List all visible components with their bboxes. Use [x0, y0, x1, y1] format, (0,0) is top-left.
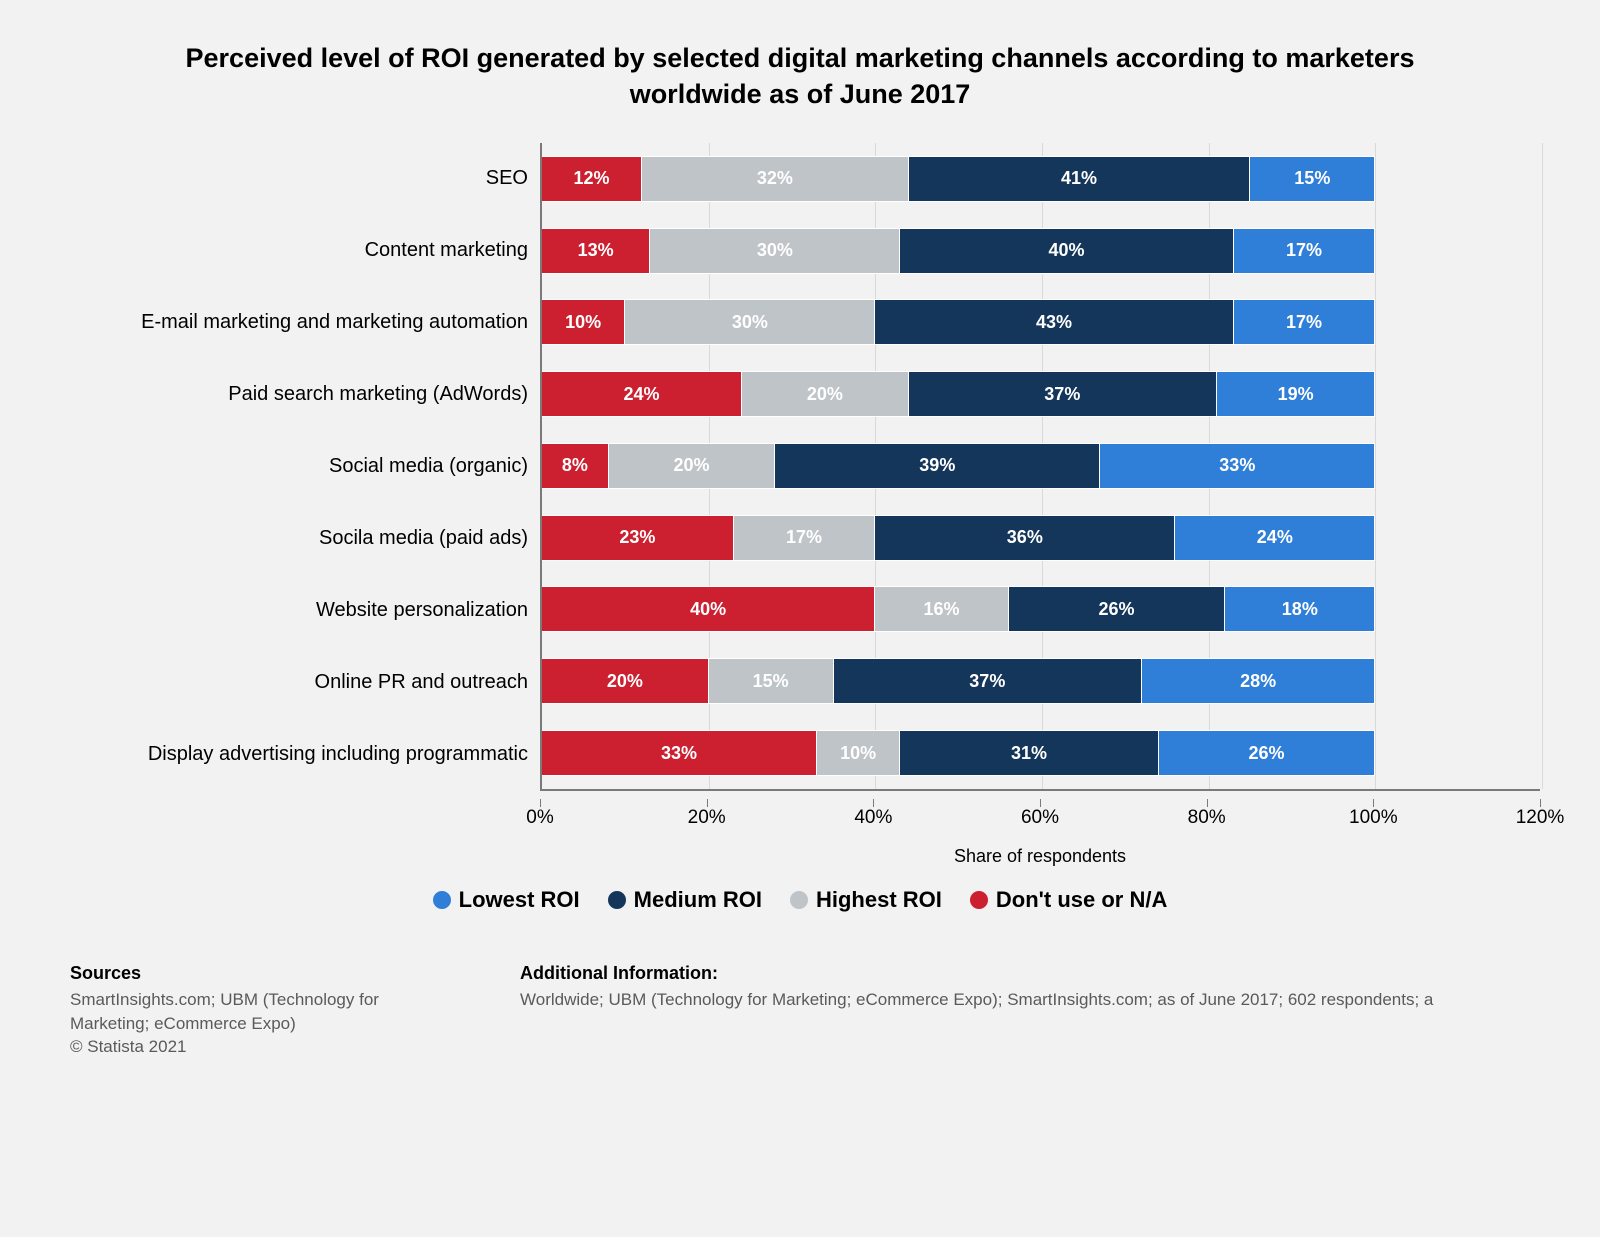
category-label: Social media (organic): [60, 431, 540, 503]
bar-segment-lowest: 33%: [1100, 443, 1375, 489]
legend-item-dont_use[interactable]: Don't use or N/A: [970, 887, 1167, 913]
bar-segment-lowest: 24%: [1175, 515, 1375, 561]
sources-block: Sources SmartInsights.com; UBM (Technolo…: [70, 963, 460, 1059]
category-label: SEO: [60, 143, 540, 215]
x-tick-mark: [1207, 799, 1208, 807]
x-tick-mark: [1540, 799, 1541, 807]
legend-item-medium[interactable]: Medium ROI: [608, 887, 762, 913]
sources-body: SmartInsights.com; UBM (Technology for M…: [70, 988, 460, 1036]
category-label: Website personalization: [60, 575, 540, 647]
legend-swatch: [790, 891, 808, 909]
bar-segment-dont_use: 8%: [542, 443, 609, 489]
bar-segment-lowest: 15%: [1250, 156, 1375, 202]
bar-segment-dont_use: 33%: [542, 730, 817, 776]
legend-item-highest[interactable]: Highest ROI: [790, 887, 942, 913]
x-tick-label: 120%: [1516, 807, 1565, 829]
info-heading: Additional Information:: [520, 963, 1540, 984]
category-label: Display advertising including programmat…: [60, 719, 540, 791]
bar-segment-lowest: 19%: [1217, 371, 1375, 417]
chart-body: SEOContent marketingE-mail marketing and…: [60, 143, 1540, 791]
additional-info-block: Additional Information: Worldwide; UBM (…: [520, 963, 1540, 1059]
bar-row: 20%15%37%28%: [542, 645, 1540, 717]
bar-segment-dont_use: 10%: [542, 299, 625, 345]
legend-label: Medium ROI: [634, 887, 762, 913]
x-tick-mark: [1040, 799, 1041, 807]
copyright: © Statista 2021: [70, 1035, 460, 1059]
bar-segment-highest: 15%: [709, 658, 834, 704]
x-tick-label: 100%: [1349, 807, 1398, 829]
legend-label: Lowest ROI: [459, 887, 580, 913]
bar-segment-dont_use: 12%: [542, 156, 642, 202]
chart-title: Perceived level of ROI generated by sele…: [60, 40, 1540, 113]
bar-segment-highest: 32%: [642, 156, 909, 202]
bar-segment-medium: 41%: [909, 156, 1251, 202]
x-axis: 0%20%40%60%80%100%120%: [540, 801, 1540, 871]
chart-container: Perceived level of ROI generated by sele…: [0, 0, 1600, 1089]
gridline: [1542, 143, 1543, 789]
bar-segment-medium: 36%: [875, 515, 1175, 561]
bar-segment-medium: 37%: [834, 658, 1142, 704]
bar-segment-highest: 20%: [609, 443, 776, 489]
legend-swatch: [433, 891, 451, 909]
bar-row: 10%30%43%17%: [542, 286, 1540, 358]
bar-segment-medium: 37%: [909, 371, 1217, 417]
bar-segment-dont_use: 40%: [542, 586, 875, 632]
bar-segment-highest: 17%: [734, 515, 876, 561]
y-axis-labels: SEOContent marketingE-mail marketing and…: [60, 143, 540, 791]
bar-segment-lowest: 26%: [1159, 730, 1376, 776]
bar-segment-medium: 31%: [900, 730, 1158, 776]
legend-item-lowest[interactable]: Lowest ROI: [433, 887, 580, 913]
x-tick-mark: [540, 799, 541, 807]
bars: 12%32%41%15%13%30%40%17%10%30%43%17%24%2…: [542, 143, 1540, 789]
legend-swatch: [608, 891, 626, 909]
bar-segment-dont_use: 13%: [542, 228, 650, 274]
bar-row: 40%16%26%18%: [542, 574, 1540, 646]
x-tick-label: 20%: [688, 807, 726, 829]
x-tick-label: 80%: [1188, 807, 1226, 829]
legend-label: Don't use or N/A: [996, 887, 1167, 913]
plot-area: 12%32%41%15%13%30%40%17%10%30%43%17%24%2…: [540, 143, 1540, 791]
x-tick-mark: [873, 799, 874, 807]
sources-heading: Sources: [70, 963, 460, 984]
bar-segment-dont_use: 23%: [542, 515, 734, 561]
bar-segment-highest: 10%: [817, 730, 900, 776]
bar-segment-highest: 16%: [875, 586, 1008, 632]
bar-segment-medium: 26%: [1009, 586, 1226, 632]
bar-row: 12%32%41%15%: [542, 143, 1540, 215]
bar-segment-medium: 40%: [900, 228, 1233, 274]
bar-segment-dont_use: 24%: [542, 371, 742, 417]
bar-segment-highest: 20%: [742, 371, 909, 417]
bar-segment-medium: 43%: [875, 299, 1233, 345]
bar-row: 33%10%31%26%: [542, 717, 1540, 789]
legend: Lowest ROI Medium ROI Highest ROI Don't use…: [60, 887, 1540, 913]
bar-row: 8%20%39%33%: [542, 430, 1540, 502]
bar-segment-lowest: 18%: [1225, 586, 1375, 632]
x-tick-label: 60%: [1021, 807, 1059, 829]
bar-segment-highest: 30%: [650, 228, 900, 274]
bar-segment-lowest: 17%: [1234, 228, 1376, 274]
category-label: Paid search marketing (AdWords): [60, 359, 540, 431]
category-label: E-mail marketing and marketing automatio…: [60, 287, 540, 359]
category-label: Socila media (paid ads): [60, 503, 540, 575]
x-tick-mark: [1373, 799, 1374, 807]
x-tick-mark: [707, 799, 708, 807]
x-tick-label: 40%: [854, 807, 892, 829]
bar-row: 23%17%36%24%: [542, 502, 1540, 574]
category-label: Online PR and outreach: [60, 647, 540, 719]
x-tick-label: 0%: [526, 807, 553, 829]
bar-row: 13%30%40%17%: [542, 215, 1540, 287]
bar-segment-lowest: 17%: [1234, 299, 1376, 345]
legend-label: Highest ROI: [816, 887, 942, 913]
footer: Sources SmartInsights.com; UBM (Technolo…: [60, 963, 1540, 1059]
bar-segment-lowest: 28%: [1142, 658, 1375, 704]
bar-segment-dont_use: 20%: [542, 658, 709, 704]
info-body: Worldwide; UBM (Technology for Marketing…: [520, 988, 1540, 1012]
bar-row: 24%20%37%19%: [542, 358, 1540, 430]
bar-segment-highest: 30%: [625, 299, 875, 345]
category-label: Content marketing: [60, 215, 540, 287]
legend-swatch: [970, 891, 988, 909]
bar-segment-medium: 39%: [775, 443, 1100, 489]
